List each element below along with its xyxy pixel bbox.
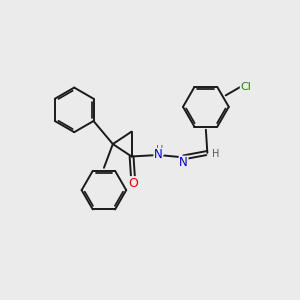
Text: O: O <box>128 177 138 190</box>
Text: H: H <box>156 145 164 154</box>
Text: H: H <box>212 149 219 159</box>
Text: Cl: Cl <box>240 82 251 92</box>
Text: N: N <box>179 156 188 169</box>
Text: N: N <box>154 148 163 161</box>
